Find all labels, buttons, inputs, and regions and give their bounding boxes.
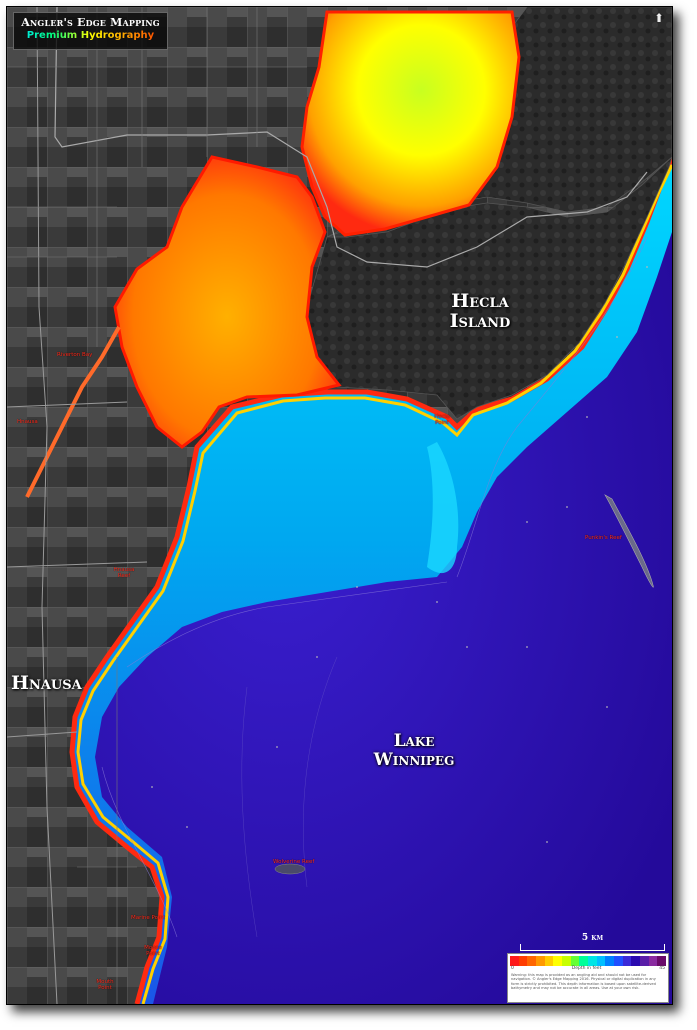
legend-swatch [527,956,537,966]
legend-swatch [536,956,545,966]
label-lake-winnipeg: Lake Winnipeg [373,731,455,770]
legend-swatch [570,956,580,966]
north-arrow-icon: ⬆ [653,11,664,25]
legend-swatch [510,956,519,966]
label-hnausa-reef: Hnausa Reef [113,567,135,579]
legend-min: 0 [511,966,514,971]
contour-line [241,656,338,938]
washow-bay [113,155,342,449]
legend-swatch [553,956,563,966]
label-hecla-point: Hecla Point [434,414,450,426]
contour-line [101,236,648,938]
legend-swatch [640,956,649,966]
scale-bar: 5 km [520,933,665,951]
legend-swatch [588,956,597,966]
road [54,7,648,268]
legend-swatch [518,956,528,966]
label-moose-point: Moose Point [144,945,162,957]
legend-swatch [562,956,571,966]
scale-label: 5 km [581,933,604,943]
label-hecla-island: Hecla Island [449,290,511,332]
road [7,7,148,1004]
shoal [427,442,459,574]
legend-caption: Depth in feet [571,966,602,971]
label-punkins-reef: Punkin's Reef [585,535,622,541]
lake-shelf [72,157,672,1004]
map-canvas[interactable] [7,7,672,1004]
legend-max: 45 [659,966,665,971]
map-title-box: Angler's Edge Mapping Premium Hydrograph… [13,12,168,50]
inlet-channel [25,326,121,498]
upper-bay [300,10,521,237]
legend-swatch [648,956,658,966]
reef-island [604,494,654,588]
map-frame[interactable]: Angler's Edge Mapping Premium Hydrograph… [6,6,673,1005]
label-riverton-bay: Riverton Bay [57,352,93,358]
depth-markers [151,266,648,843]
legend-disclaimer: Warning: this map is provided as an angl… [511,973,656,991]
label-hnausa: Hnausa [11,672,82,694]
shoreline-yellow [76,164,672,1004]
legend-swatch [605,956,615,966]
scale-line [520,944,665,951]
legend-swatch [631,956,641,966]
legend-swatch [657,956,667,966]
map-title: Angler's Edge Mapping [21,16,160,29]
depth-color-ramp [510,956,667,966]
legend-swatch [614,956,623,966]
map-subtitle: Premium Hydrography [14,30,167,41]
reef-island [274,863,306,875]
label-hnausa-small: Hnausa [17,419,38,425]
legend-swatch [579,956,589,966]
label-marine-point: Marine Point [131,915,166,921]
label-mouth-point: Mouth Point [96,979,114,991]
legend-swatch [544,956,554,966]
label-wolverine-reef: Wolverine Reef [273,859,315,865]
depth-legend: 0 Depth in feet 45 Warning: this map is … [507,953,669,1003]
legend-swatch [622,956,632,966]
legend-swatch [596,956,606,966]
road [7,7,307,1004]
